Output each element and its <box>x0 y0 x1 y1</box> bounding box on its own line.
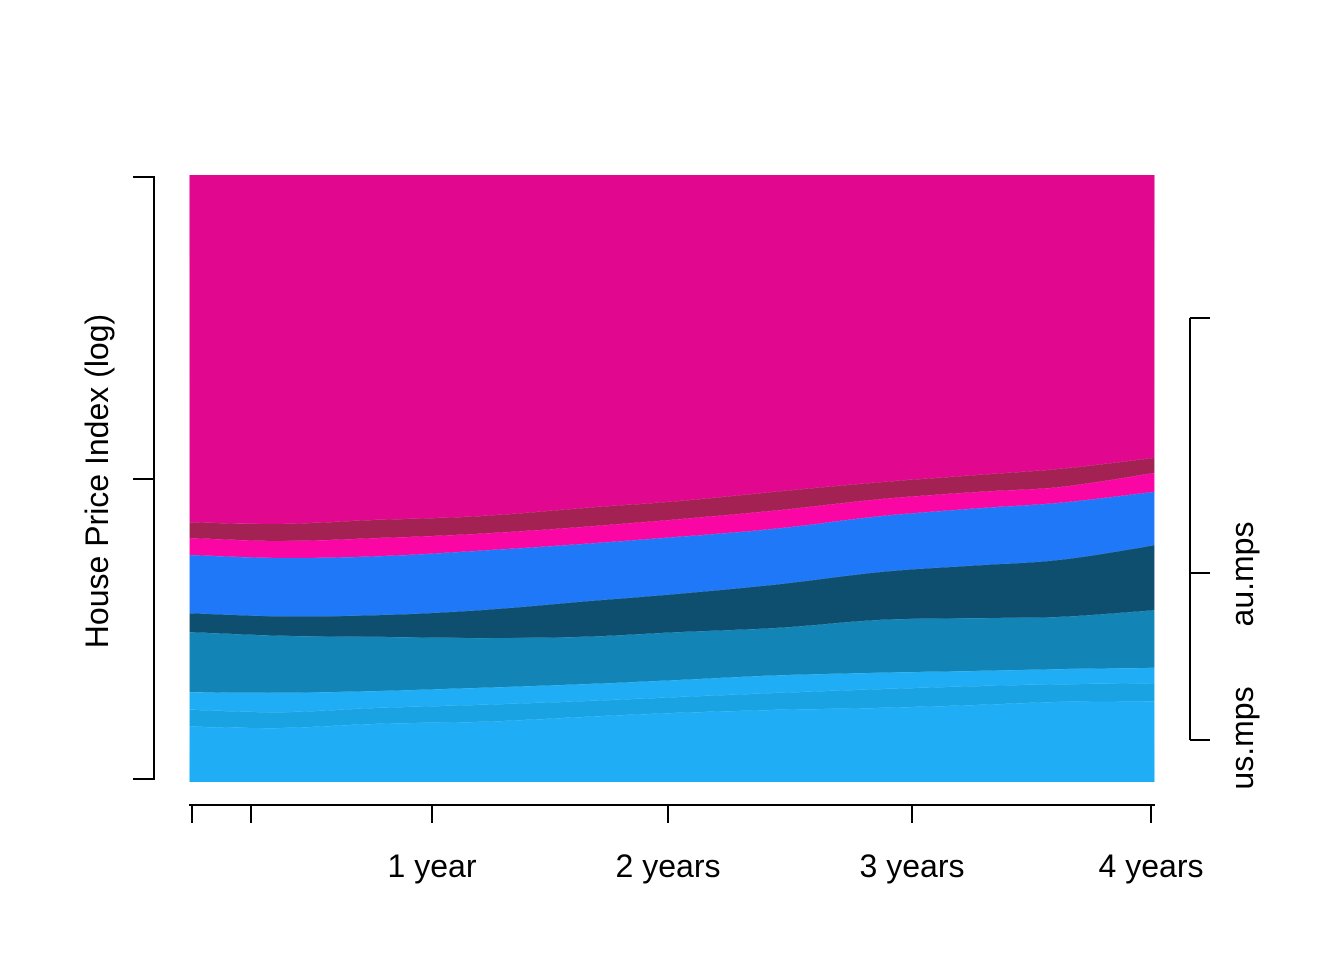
x-tick-label-2-years: 2 years <box>616 848 721 884</box>
x-axis: 1 year 2 years 3 years 4 years <box>189 804 1204 884</box>
right-axis-label-us-mps: us.mps <box>1224 686 1260 789</box>
band-cerulean-band <box>189 610 1155 693</box>
band-hot-pink-stripe <box>189 473 1155 559</box>
y-axis-ticks <box>133 176 154 780</box>
band-dodger-blue-band <box>189 491 1155 617</box>
band-sky-band-lower <box>189 701 1155 782</box>
x-tick-label-1-year: 1 year <box>388 848 477 884</box>
fan-bands <box>189 175 1155 782</box>
y-axis <box>133 176 155 780</box>
right-axis-label-au-mps: au.mps <box>1224 522 1260 627</box>
band-magenta-fan-top <box>189 175 1155 525</box>
x-axis-ticks <box>191 805 1152 823</box>
right-axis-ticks <box>1190 317 1210 741</box>
right-axis: au.mps us.mps <box>1189 317 1260 790</box>
band-sky-band-upper <box>189 667 1155 713</box>
band-sky-stripe-mid <box>189 683 1155 729</box>
band-dark-navy-band <box>189 545 1155 639</box>
band-crimson-stripe <box>189 457 1155 541</box>
x-tick-label-3-years: 3 years <box>860 848 965 884</box>
y-axis-label: House Price Index (log) <box>79 314 115 648</box>
x-tick-label-4-years: 4 years <box>1099 848 1204 884</box>
